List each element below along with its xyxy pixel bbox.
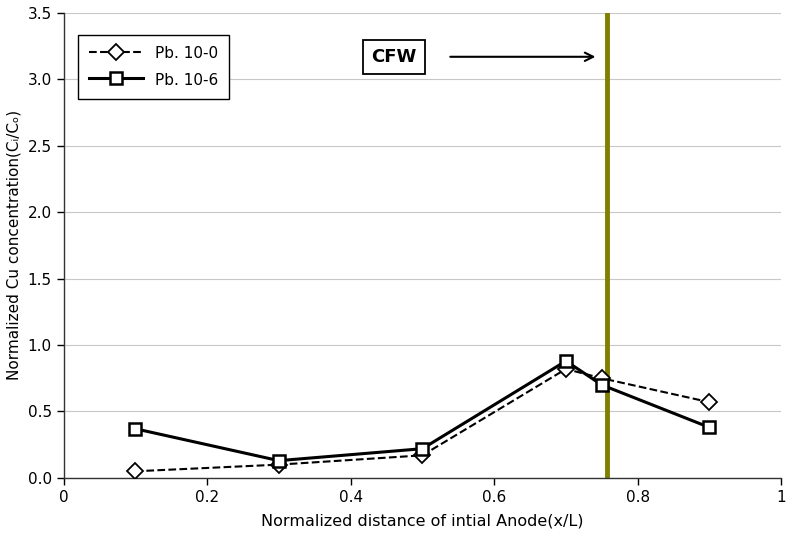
Pb. 10-6	[705, 424, 714, 431]
Text: CFW: CFW	[371, 48, 416, 66]
Pb. 10-0	[274, 461, 284, 468]
Pb. 10-0	[418, 452, 427, 458]
Line: Pb. 10-0: Pb. 10-0	[130, 363, 715, 477]
Pb. 10-0	[131, 468, 140, 475]
Pb. 10-6	[418, 446, 427, 452]
Pb. 10-0	[561, 366, 571, 372]
Pb. 10-0	[597, 375, 607, 381]
Pb. 10-0	[705, 399, 714, 406]
Pb. 10-6	[131, 425, 140, 432]
Legend: Pb. 10-0, Pb. 10-6: Pb. 10-0, Pb. 10-6	[79, 35, 228, 98]
Line: Pb. 10-6: Pb. 10-6	[129, 355, 716, 467]
Pb. 10-6	[597, 381, 607, 388]
Pb. 10-6	[274, 457, 284, 464]
X-axis label: Normalized distance of intial Anode(x/L): Normalized distance of intial Anode(x/L)	[261, 513, 584, 528]
Pb. 10-6	[561, 358, 571, 364]
Y-axis label: Normalized Cu concentration(Cᵢ/Cₒ): Normalized Cu concentration(Cᵢ/Cₒ)	[7, 110, 22, 380]
